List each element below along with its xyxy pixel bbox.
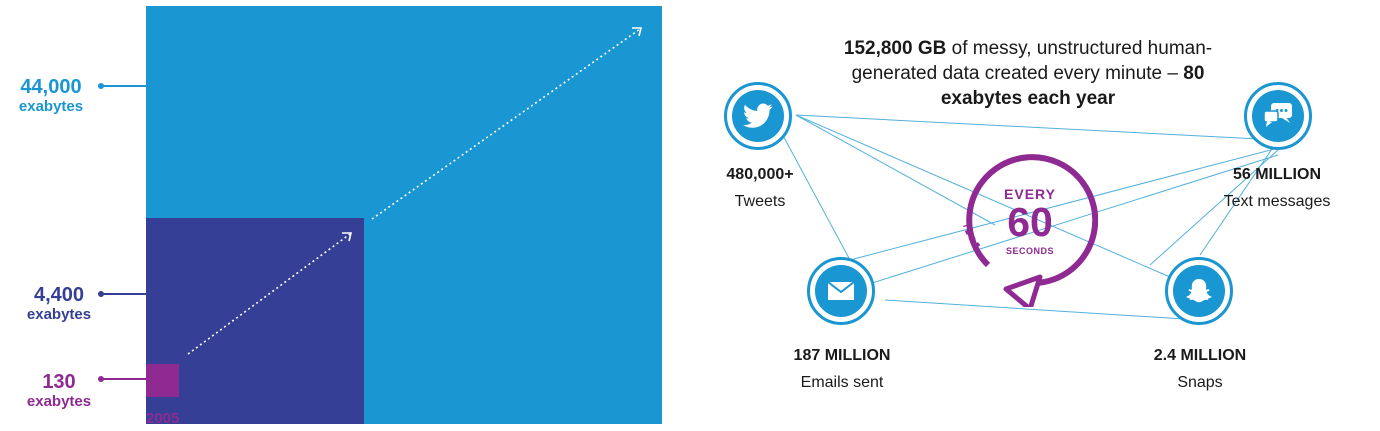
headline-bold-exabytes: 80 exabytes each year xyxy=(940,63,1205,109)
twitter-bird-icon xyxy=(743,103,773,128)
clock-number: 60 xyxy=(1007,199,1053,245)
stat-value-texts: 56 MILLION xyxy=(1232,166,1321,183)
network-lines xyxy=(779,114,1279,321)
growth-connectors xyxy=(98,27,643,382)
stat-value-tweets: 480,000+ xyxy=(726,166,794,183)
level-label-44000: 44,000 exabytes xyxy=(1,76,101,116)
headline: 152,800 GB of messy, unstructured human-… xyxy=(838,36,1218,111)
stat-label-texts: Text messages xyxy=(1223,193,1331,210)
square-2013 xyxy=(146,218,364,424)
year-label-2013: 2013 xyxy=(312,410,346,427)
level-value: 44,000 xyxy=(20,76,82,98)
envelope-icon xyxy=(827,281,855,300)
growth-arrow-2013-2020 xyxy=(371,27,643,220)
growth-arrow-2005-2013 xyxy=(187,232,353,355)
snapchat-badge xyxy=(1165,257,1233,325)
leader-4400 xyxy=(98,291,146,297)
level-unit: exabytes xyxy=(18,98,84,115)
headline-bold-gb: 152,800 GB xyxy=(843,38,947,59)
text-message-badge xyxy=(1244,82,1312,150)
level-value: 130 xyxy=(42,371,76,393)
level-label-130: 130 exabytes xyxy=(9,371,109,411)
square-2005 xyxy=(146,364,179,397)
clock-arrow-icon xyxy=(963,154,1098,307)
every-minute-graphic: 152,800 GB of messy, unstructured human-… xyxy=(680,0,1380,431)
level-unit: exabytes xyxy=(26,306,92,323)
data-growth-graphic: 44,000 exabytes 4,400 exabytes 130 exaby… xyxy=(0,0,680,431)
headline-text: of messy, unstructured human-generated d… xyxy=(851,38,1213,84)
leader-130 xyxy=(98,376,146,382)
snapchat-ghost-icon xyxy=(1186,279,1212,303)
year-label-2020: 2020 xyxy=(588,410,622,427)
year-label-2005: 2005 xyxy=(146,410,180,427)
stat-value-snaps: 2.4 MILLION xyxy=(1153,347,1247,364)
stat-label-tweets: Tweets xyxy=(734,193,786,210)
email-badge xyxy=(807,257,875,325)
clock-seconds: SECONDS xyxy=(1005,246,1054,256)
twitter-badge xyxy=(724,82,792,150)
stat-label-emails: Emails sent xyxy=(800,374,884,391)
level-label-4400: 4,400 exabytes xyxy=(9,284,109,324)
stat-value-emails: 187 MILLION xyxy=(793,347,891,364)
level-value: 4,400 xyxy=(33,284,85,306)
leader-44000 xyxy=(98,83,146,89)
level-unit: exabytes xyxy=(26,393,92,410)
stat-label-snaps: Snaps xyxy=(1177,374,1223,391)
clock-every: EVERY xyxy=(1004,186,1056,202)
text-message-icon xyxy=(1263,103,1292,127)
